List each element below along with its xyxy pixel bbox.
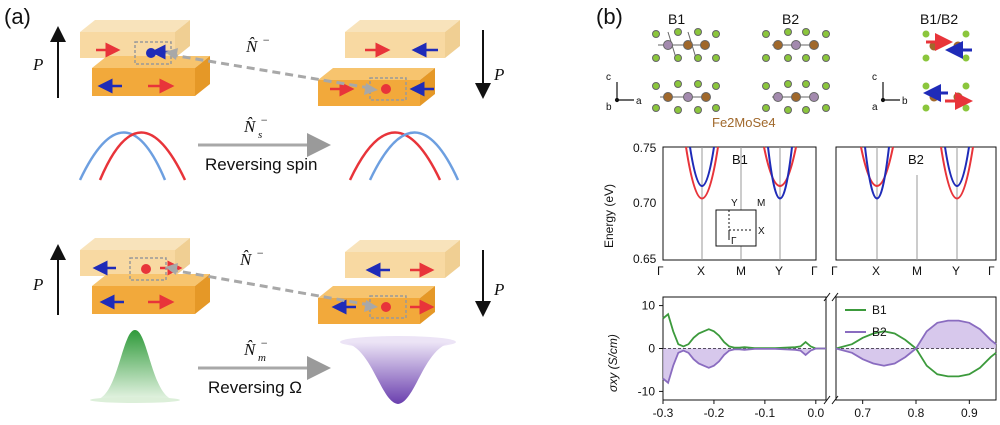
ahc-xtick-left-label-3: 0.0 (807, 406, 824, 420)
ahc-xtick-right-label-2: 0.9 (961, 406, 978, 420)
ahc-series-line-3 (835, 319, 997, 367)
polarization-label-3: P (32, 275, 43, 294)
formula-label: Fe2MoSe4 (712, 115, 776, 130)
operator-ns-sup: − (260, 113, 268, 127)
bilayer-bottom-left (80, 238, 210, 314)
ytick-075: 0.75 (633, 141, 657, 155)
berry-curvature-peak (95, 330, 175, 400)
ahc-ylabel: σxy (S/cm) (606, 334, 620, 392)
caption-reversing-spin: Reversing spin (205, 155, 317, 174)
ahc-xtick-left-label-1: -0.2 (704, 406, 725, 420)
operator-ns-sub: s (258, 129, 262, 141)
band-left-xtick-1: X (697, 264, 705, 278)
operator-nm: N̂ (243, 340, 257, 359)
axes-glyph-left (614, 82, 634, 103)
crystal-b2-bottom (762, 80, 830, 114)
caption-reversing-omega: Reversing Ω (208, 378, 302, 397)
dashed-arrow-top (171, 53, 371, 90)
operator-nm-sup: − (260, 336, 268, 350)
crystal-b1-bottom (652, 80, 720, 114)
ahc-series-fill-1 (663, 348, 826, 383)
operator-n-top: N̂ (245, 37, 259, 56)
operator-nm-sub: m (258, 352, 266, 364)
axis-b-right: b (902, 96, 908, 107)
ahc-series-line-0 (662, 312, 826, 350)
crystal-b2-top (762, 28, 830, 62)
peak-base (90, 397, 180, 403)
ahc-break-mark-3 (823, 395, 831, 405)
axis-c-left: c (606, 72, 611, 83)
ytick-065: 0.65 (633, 252, 657, 266)
crystal-b1b2-bottom (922, 82, 973, 112)
panel-b-label: (b) (596, 4, 623, 29)
ahc-xtick-right-label-1: 0.8 (908, 406, 925, 420)
band-ylabel: Energy (eV) (602, 184, 616, 248)
operator-n-bottom: N̂ (239, 250, 253, 269)
axis-c-right: c (872, 72, 877, 83)
structure-label-b1: B1 (668, 11, 685, 27)
band-right-xtick-2: M (912, 264, 922, 278)
band-right-xtick-4: Γ (988, 264, 995, 278)
operator-n-top-sup: − (262, 33, 270, 47)
band-plot-left (685, 146, 797, 260)
inset-m: M (757, 198, 765, 209)
bilayer-top-right (318, 20, 460, 106)
ahc-ytick-label-1: 0 (648, 342, 655, 356)
ahc-series-line-2 (835, 330, 997, 378)
berry-curvature-valley (342, 342, 454, 404)
polarization-label-1: P (32, 55, 43, 74)
ahc-ytick-label-2: -10 (638, 384, 656, 398)
bilayer-bottom-right (318, 240, 460, 324)
ytick-070: 0.70 (633, 196, 657, 210)
axis-a-left: a (636, 96, 642, 107)
ahc-legend-label-1: B2 (872, 325, 887, 339)
axis-a-right: a (872, 102, 878, 113)
band-left-xtick-2: M (736, 264, 746, 278)
band-left-xtick-4: Γ (811, 264, 818, 278)
crystal-b1-top (652, 28, 720, 62)
band-right-xtick-0: Γ (831, 264, 838, 278)
ahc-xtick-left-label-0: -0.3 (653, 406, 674, 420)
operator-n-bottom-sup: − (256, 246, 264, 260)
ahc-series-line-1 (662, 347, 826, 385)
ahc-ytick-label-0: 10 (642, 299, 656, 313)
bands-left (78, 131, 187, 181)
inset-x: X (758, 226, 765, 237)
band-right-xtick-3: Y (952, 264, 960, 278)
panel-a-label: (a) (4, 4, 31, 29)
inset-y: Y (731, 198, 738, 209)
ahc-series-fill-3 (836, 320, 996, 366)
ahc-xtick-right-label-0: 0.7 (854, 406, 871, 420)
polarization-label-2: P (493, 65, 504, 84)
band-left-xtick-3: Y (775, 264, 783, 278)
bands-right (348, 131, 460, 181)
ahc-chart: 10 0 -10 -0.3 -0.2 -0.1 0.0 0.7 0.8 0.9 σxy (S/cm)… (606, 292, 997, 420)
ahc-break-mark-1 (823, 292, 831, 302)
band-plot-right (860, 146, 974, 260)
operator-ns: N̂ (243, 117, 257, 136)
ahc-break-mark-2 (831, 292, 839, 302)
structure-label-b1b2: B1/B2 (920, 11, 958, 27)
band-left-label: B1 (732, 152, 748, 167)
inset-gamma: Γ (731, 236, 737, 247)
ahc-legend-label-0: B1 (872, 303, 887, 317)
axis-b-left: b (606, 102, 612, 113)
dashed-arrow-bottom (171, 268, 371, 307)
ahc-xtick-left-label-2: -0.1 (755, 406, 776, 420)
axes-glyph-right (880, 82, 900, 103)
band-right-label: B2 (908, 152, 924, 167)
bilayer-top-left (80, 20, 210, 96)
band-plot-left-frame (662, 146, 817, 261)
band-right-xtick-1: X (872, 264, 880, 278)
ahc-break-mark-4 (831, 395, 839, 405)
band-plot-right-frame (835, 146, 997, 261)
polarization-label-4: P (493, 280, 504, 299)
band-left-xtick-0: Γ (657, 264, 664, 278)
structure-label-b2: B2 (782, 11, 799, 27)
crystal-b1b2-top (922, 30, 972, 62)
